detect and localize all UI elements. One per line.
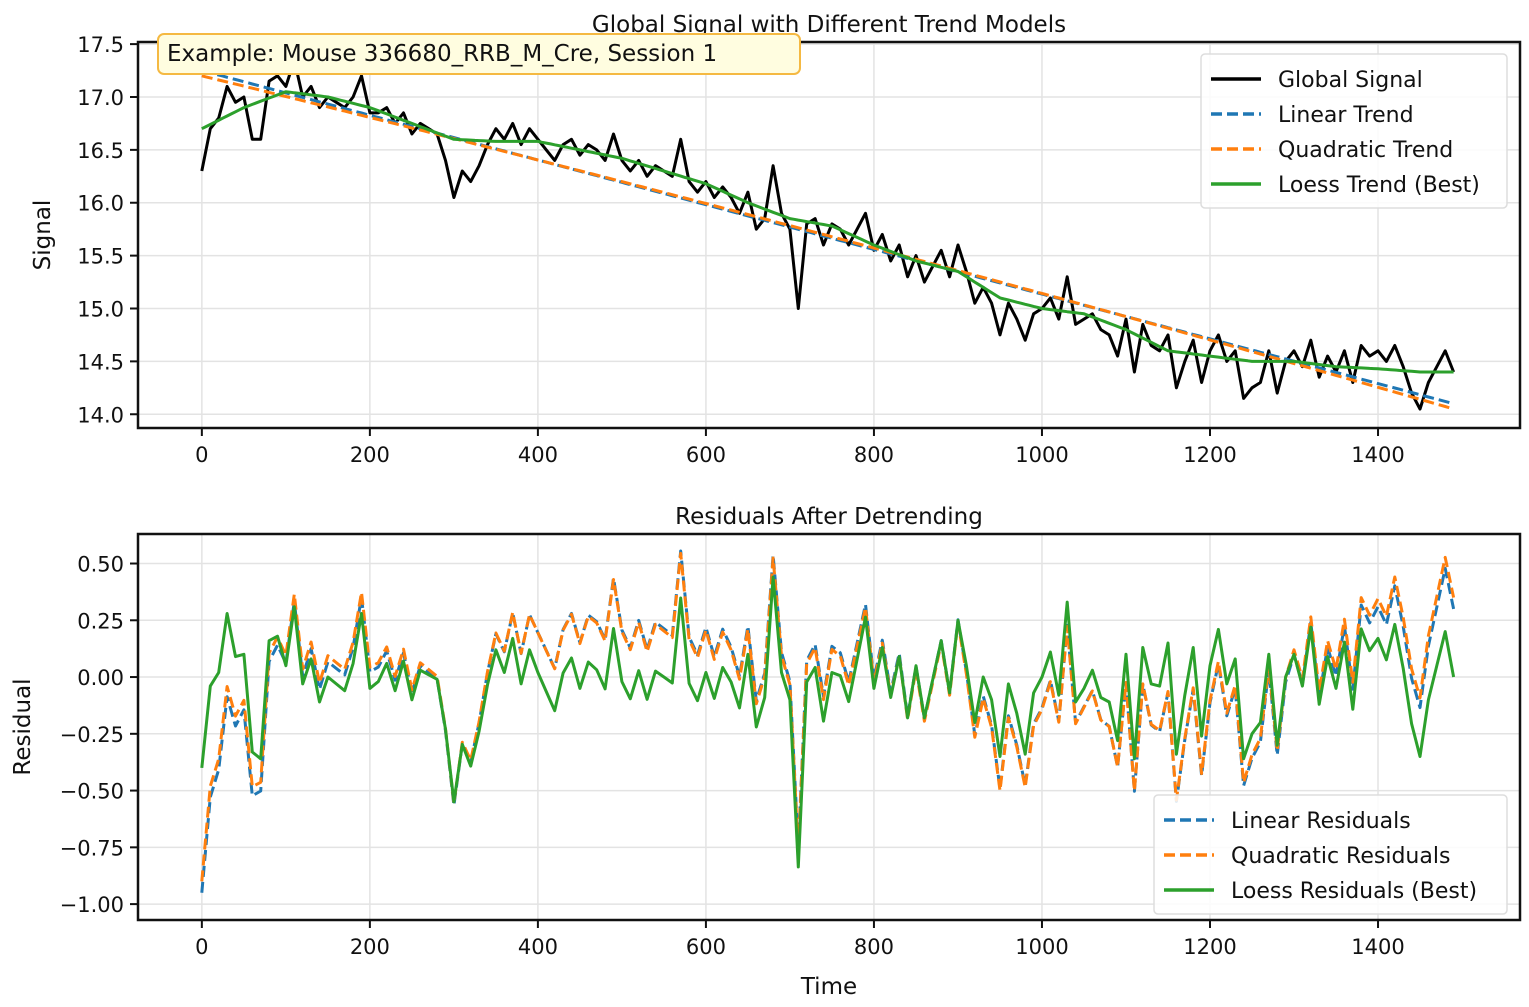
y-tick-label: 14.5	[77, 350, 124, 374]
x-tick-label: 200	[350, 443, 390, 467]
x-tick-label: 600	[686, 443, 726, 467]
legend-label: Linear Residuals	[1231, 809, 1411, 834]
y-tick-label: 0.50	[77, 553, 124, 577]
legend-label: Global Signal	[1278, 68, 1423, 93]
legend-frame	[1153, 794, 1508, 915]
x-tick-label: 800	[854, 443, 894, 467]
x-tick-label: 1400	[1351, 935, 1404, 959]
y-tick-label: −0.25	[60, 723, 124, 747]
axes-frame	[136, 40, 1522, 430]
x-tick-label: 400	[518, 443, 558, 467]
x-tick-label: 400	[518, 935, 558, 959]
y-tick-label: −0.50	[60, 780, 124, 804]
y-tick-label: 0.25	[77, 609, 124, 633]
x-axis-label: Time	[800, 974, 857, 1000]
series-loess-residuals-best-	[200, 575, 1456, 869]
annotation-text: Example: Mouse 336680_RRB_M_Cre, Session…	[167, 41, 717, 67]
series-layer	[200, 58, 1455, 411]
y-axis-label: Residual	[10, 678, 36, 775]
y-tick-label: 16.0	[77, 192, 124, 216]
x-tick-label: 600	[686, 935, 726, 959]
x-tick-label: 0	[195, 935, 208, 959]
legend-label: Quadratic Residuals	[1231, 844, 1450, 869]
series-quadratic-trend	[201, 74, 1455, 411]
x-tick-label: 1400	[1351, 443, 1404, 467]
x-tick-label: 1200	[1183, 443, 1236, 467]
axes-frame	[136, 532, 1522, 922]
y-axis-label: Signal	[30, 200, 56, 271]
x-tick-label: 800	[854, 935, 894, 959]
x-tick-label: 1000	[1015, 443, 1068, 467]
y-tick-label: 16.5	[77, 139, 124, 163]
y-tick-label: 17.0	[77, 86, 124, 110]
subplot-2: 0 200 400 600 800 1000 1200 1400 −1.00 −0.75 −0.50…	[10, 504, 1522, 1000]
legend-bottom: Linear Residuals Quadratic Residuals Loess…	[1153, 794, 1508, 915]
legend-label: Loess Trend (Best)	[1278, 173, 1480, 198]
series-quadratic-residuals	[200, 551, 1456, 882]
x-tick-label: 1200	[1183, 935, 1236, 959]
y-tick-label: 14.0	[77, 403, 124, 427]
y-tick-label: −1.00	[60, 893, 124, 917]
chart-title: Residuals After Detrending	[675, 504, 983, 530]
y-tick-label: 15.5	[77, 245, 124, 269]
subplot-1: 0 200 400 600 800 1000 1200 1400 14.0 14.5 15.0 15.…	[30, 12, 1522, 467]
y-tick-label: 17.5	[77, 33, 124, 57]
x-tick-label: 200	[350, 935, 390, 959]
series-loess-trend-best-	[201, 90, 1454, 374]
y-tick-label: 0.00	[77, 666, 124, 690]
annotation-box: Example: Mouse 336680_RRB_M_Cre, Session…	[157, 33, 801, 75]
legend-label: Loess Residuals (Best)	[1231, 879, 1477, 904]
legend-label: Linear Trend	[1278, 103, 1414, 128]
legend-top: Global Signal Linear Trend Quadratic Trend…	[1200, 53, 1508, 209]
series-layer	[200, 549, 1456, 893]
y-tick-label: −0.75	[60, 836, 124, 860]
y-tick-label: 15.0	[77, 297, 124, 321]
x-tick-label: 1000	[1015, 935, 1068, 959]
x-tick-label: 0	[195, 443, 208, 467]
legend-frame	[1200, 53, 1508, 209]
legend-label: Quadratic Trend	[1278, 138, 1453, 163]
annotation-background	[157, 33, 801, 75]
